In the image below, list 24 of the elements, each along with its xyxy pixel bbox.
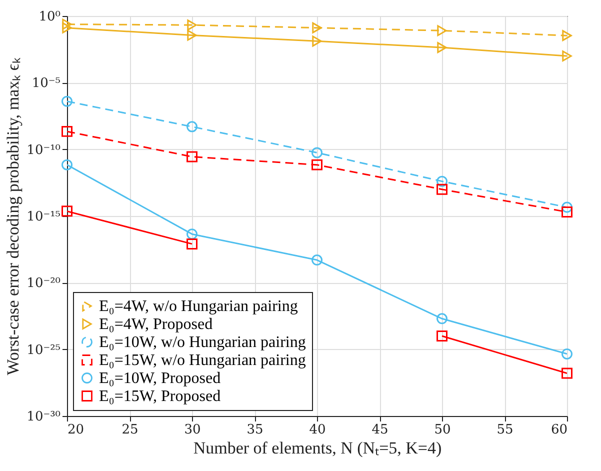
x-tick-label: 55: [496, 422, 514, 438]
x-tick-label: 40: [309, 422, 326, 438]
x-tick-label: 30: [184, 422, 201, 438]
y-tick-label: 10⁻²⁰: [26, 276, 60, 292]
y-tick-label: 10⁰: [38, 10, 60, 24]
x-axis-title: Number of elements, N (Nₜ=5, K=4): [193, 438, 442, 458]
x-tick-label: 20: [68, 422, 84, 438]
y-tick-label: 10⁻³⁰: [26, 410, 60, 424]
y-tick-label: 10⁻²⁵: [26, 342, 60, 358]
legend-label: E₀=4W, w/o Hungarian pairing: [99, 298, 298, 315]
legend-label: E₀=15W, Proposed: [99, 388, 221, 405]
legend-label: E₀=10W, Proposed: [99, 370, 221, 387]
x-tick-label: 25: [122, 422, 138, 438]
y-tick-label: 10⁻⁵: [32, 76, 60, 92]
legend-label: E₀=15W, w/o Hungarian pairing: [99, 352, 306, 369]
legend-label: E₀=4W, Proposed: [99, 316, 213, 333]
x-tick-label: 60: [550, 422, 568, 438]
x-tick-label: 35: [246, 422, 264, 438]
x-tick-label: 50: [434, 422, 451, 438]
y-tick-label: 10⁻¹⁰: [26, 142, 60, 158]
x-tick-label: 45: [372, 422, 388, 438]
y-tick-label: 10⁻¹⁵: [26, 210, 60, 224]
y-axis-title: Worst-case error decoding probability, maxₖ ϵₖ: [4, 58, 23, 376]
legend-label: E₀=10W, w/o Hungarian pairing: [99, 334, 306, 351]
